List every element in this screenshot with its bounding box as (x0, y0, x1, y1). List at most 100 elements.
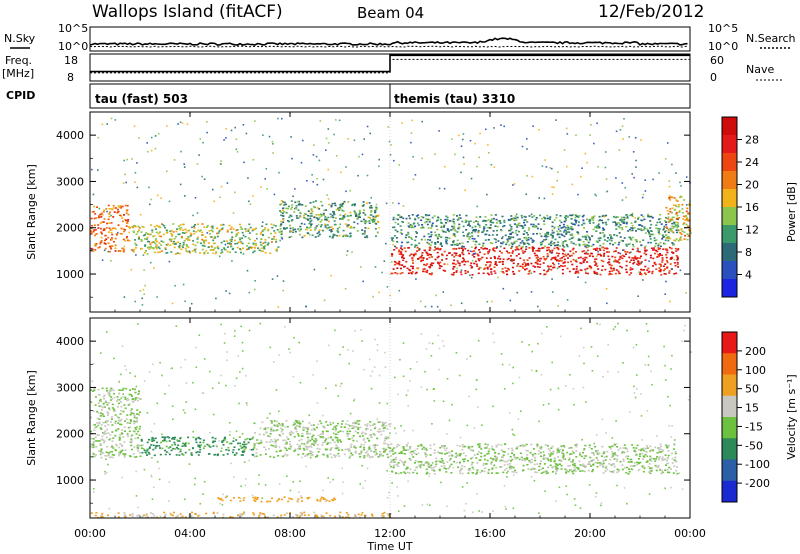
data-cell (568, 465, 571, 467)
data-cell (453, 460, 456, 463)
data-cell (232, 449, 235, 451)
data-cell (612, 471, 615, 474)
data-cell (268, 441, 271, 443)
data-cell (171, 235, 173, 237)
data-cell (199, 242, 202, 245)
data-cell (480, 448, 483, 450)
data-cell (421, 157, 423, 160)
data-cell (149, 261, 152, 264)
data-cell (494, 451, 497, 454)
data-cell (230, 245, 233, 247)
data-cell (499, 245, 502, 248)
data-cell (571, 450, 574, 452)
data-cell (353, 210, 356, 212)
data-cell (401, 264, 404, 266)
data-cell (623, 255, 626, 258)
data-cell (104, 234, 107, 237)
data-cell (100, 424, 103, 426)
data-cell (675, 272, 678, 275)
data-cell (182, 241, 185, 244)
data-cell (637, 216, 640, 219)
data-cell (357, 216, 360, 218)
data-cell (555, 119, 557, 121)
data-cell (631, 227, 634, 230)
data-cell (299, 216, 302, 218)
data-cell (188, 250, 191, 253)
data-cell (654, 446, 657, 449)
data-cell (92, 210, 95, 213)
data-cell (553, 242, 556, 244)
data-cell (100, 456, 103, 459)
data-cell (328, 226, 331, 229)
data-cell (512, 262, 515, 265)
data-cell (446, 254, 449, 257)
data-cell (367, 216, 370, 219)
data-cell (477, 229, 480, 232)
data-cell (339, 206, 341, 209)
data-cell (374, 218, 377, 221)
data-cell (128, 227, 131, 229)
data-cell (470, 262, 473, 264)
data-cell (648, 233, 651, 235)
data-cell (551, 257, 554, 259)
data-cell (440, 461, 443, 463)
data-cell (195, 437, 198, 440)
data-cell (663, 268, 666, 270)
data-cell (618, 272, 621, 275)
data-cell (434, 246, 436, 248)
data-cell (201, 223, 204, 225)
data-cell (458, 462, 461, 465)
data-cell (295, 205, 298, 207)
data-cell (577, 257, 580, 259)
data-cell (586, 231, 588, 233)
data-cell (144, 234, 146, 236)
data-cell (212, 242, 215, 245)
data-cell (462, 253, 465, 256)
data-cell (370, 436, 373, 438)
data-cell (566, 299, 569, 301)
data-cell (615, 177, 617, 179)
data-cell (431, 256, 433, 258)
data-cell (112, 204, 115, 207)
data-cell (532, 455, 535, 457)
data-cell (462, 260, 465, 262)
data-cell (236, 229, 239, 231)
data-cell (291, 206, 293, 209)
data-cell (99, 427, 102, 429)
data-cell (481, 231, 483, 234)
data-cell (392, 226, 394, 229)
data-cell (292, 424, 295, 426)
data-cell (351, 437, 354, 439)
data-cell (542, 458, 545, 460)
data-cell (502, 241, 505, 243)
data-cell (373, 427, 376, 430)
data-cell (580, 455, 583, 458)
data-cell (133, 414, 136, 417)
data-cell (523, 243, 526, 245)
data-cell (325, 438, 328, 440)
data-cell (459, 255, 461, 258)
data-cell (272, 152, 274, 154)
data-cell (551, 186, 553, 188)
data-cell (278, 422, 281, 425)
data-cell (131, 249, 134, 252)
data-cell (589, 463, 592, 466)
data-cell (628, 274, 631, 276)
data-cell (371, 424, 374, 426)
data-cell (589, 222, 591, 224)
data-cell (335, 444, 338, 446)
data-cell (475, 457, 478, 459)
data-cell (579, 262, 582, 264)
data-cell (92, 446, 95, 448)
data-cell (427, 242, 430, 244)
data-cell (107, 452, 110, 454)
data-cell (368, 220, 371, 222)
data-cell (676, 217, 679, 220)
data-cell (341, 209, 344, 212)
data-cell (389, 447, 392, 449)
data-cell (454, 263, 457, 266)
data-cell (347, 427, 350, 430)
data-cell (570, 453, 573, 455)
data-cell (626, 457, 629, 460)
data-cell (156, 251, 159, 254)
